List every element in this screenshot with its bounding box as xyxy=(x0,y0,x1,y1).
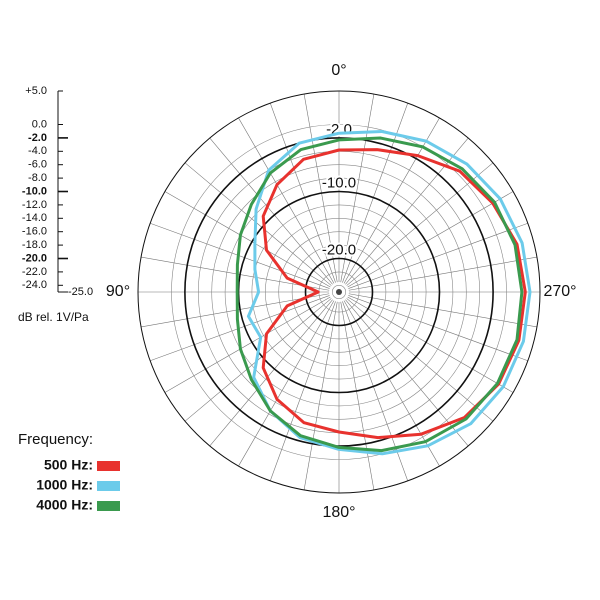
scale-tick-label: -12.0 xyxy=(22,199,47,211)
scale-tick-label: -25.0 xyxy=(68,286,93,298)
scale-tick-label: -14.0 xyxy=(22,212,47,224)
scale-tick-label: -18.0 xyxy=(22,239,47,251)
legend-label: 500 Hz: xyxy=(44,457,93,473)
angle-label: 90° xyxy=(106,283,130,300)
spoke xyxy=(269,103,336,283)
spoke xyxy=(164,296,331,393)
pattern-line xyxy=(235,136,524,453)
spoke xyxy=(303,301,338,490)
scale-tick-label: -22.0 xyxy=(22,266,47,278)
spoke xyxy=(346,298,494,422)
scale-tick-label: +5.0 xyxy=(25,85,47,97)
spoke xyxy=(184,162,332,286)
scale-tick-label: 0.0 xyxy=(32,118,47,130)
scale-tick-label: -2.0 xyxy=(28,132,47,144)
spoke xyxy=(303,94,338,283)
legend-label: 1000 Hz: xyxy=(36,477,93,493)
spoke xyxy=(343,117,440,284)
ring xyxy=(211,164,467,420)
spoke xyxy=(347,296,514,393)
spoke xyxy=(269,301,336,481)
spoke xyxy=(141,293,330,328)
ring xyxy=(291,244,387,340)
spoke xyxy=(343,300,440,467)
ring xyxy=(331,284,346,299)
ring xyxy=(171,124,507,460)
scale-tick-label: -20.0 xyxy=(22,252,47,264)
ring-label: -10.0 xyxy=(322,174,356,191)
angle-label: 270° xyxy=(543,283,576,300)
spoke xyxy=(141,256,330,291)
spoke xyxy=(342,103,409,283)
spoke xyxy=(347,191,514,288)
spoke xyxy=(348,256,537,291)
spoke xyxy=(340,94,375,283)
angle-label: 180° xyxy=(322,504,355,521)
legend-swatch xyxy=(97,501,120,511)
center xyxy=(336,289,342,295)
spoke xyxy=(150,222,330,289)
spoke xyxy=(348,222,528,289)
ring-label: -20.0 xyxy=(322,241,356,258)
pattern-line xyxy=(246,130,532,456)
scale-tick-label: -6.0 xyxy=(28,159,47,171)
legend-label: 4000 Hz: xyxy=(36,497,93,513)
spoke xyxy=(346,162,494,286)
scale-tick-label: -8.0 xyxy=(28,172,47,184)
spoke xyxy=(209,299,333,447)
legend-swatch xyxy=(97,481,120,491)
ring xyxy=(264,218,413,366)
legend-title: Frequency: xyxy=(18,431,93,448)
ring xyxy=(224,177,454,407)
major-ring xyxy=(304,257,374,327)
spoke xyxy=(238,117,335,284)
spoke xyxy=(340,301,375,490)
spoke xyxy=(348,295,528,362)
spoke xyxy=(209,137,333,285)
spoke xyxy=(238,300,335,467)
ring xyxy=(137,90,541,494)
angle-label: 0° xyxy=(331,62,346,79)
scale-tick-label: -10.0 xyxy=(22,185,47,197)
spoke xyxy=(345,299,469,447)
ring xyxy=(278,231,400,353)
spoke xyxy=(348,293,537,328)
scale-tick-label: -24.0 xyxy=(22,279,47,291)
spoke xyxy=(164,191,331,288)
legend-swatch xyxy=(97,461,120,471)
scale-label: dB rel. 1V/Pa xyxy=(18,310,89,324)
scale-tick-label: -16.0 xyxy=(22,226,47,238)
scale-tick-label: -4.0 xyxy=(28,145,47,157)
pattern-line xyxy=(261,148,527,440)
ring xyxy=(251,204,427,380)
spoke xyxy=(150,295,330,362)
